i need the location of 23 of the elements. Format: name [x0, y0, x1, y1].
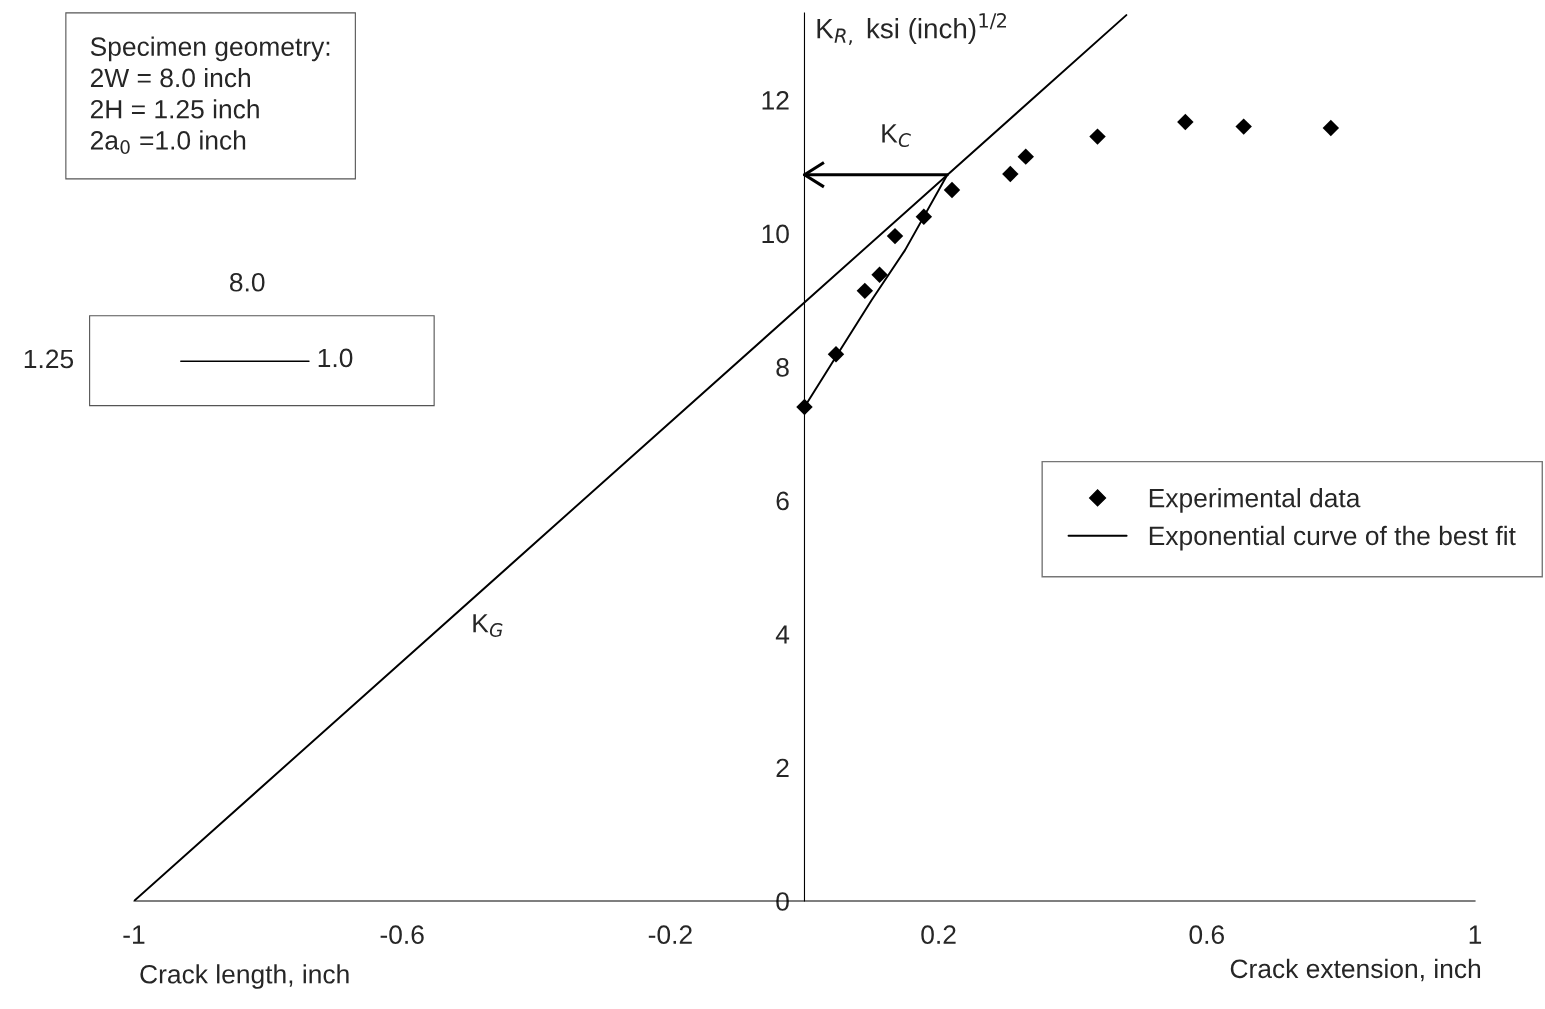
annotation: K$_{G}$ [473, 614, 503, 637]
x-axis-title: Crack extension, inch [1230, 958, 1481, 982]
x-tick-label: -0.6 [380, 925, 424, 945]
text: Crack length, inch [140, 964, 349, 989]
legend-label: Experimental data [1149, 488, 1361, 513]
x-tick-label: 0.6 [1189, 925, 1224, 945]
legend-label: Exponential curve of the best fit [1149, 525, 1516, 551]
y-axis-title: K$_{R,}$ ksi (inch)$^{1/2}$ [817, 13, 1006, 45]
annotation: 8.0 [230, 272, 265, 292]
x-tick-label: -1 [123, 925, 145, 944]
annotation: 1.0 [318, 348, 353, 368]
x-tick-label: -0.2 [648, 925, 692, 945]
y-tick-label: 6 [776, 491, 789, 511]
y-tick-label: 2 [776, 758, 789, 778]
y-tick-label: 12 [762, 91, 789, 110]
y-tick-label: 8 [776, 358, 789, 377]
x-tick-label: 0.2 [921, 925, 956, 945]
annotation: Specimen geometry: 2W = 8.0 inch 2H = 1.25 inch 2a$_{0}$ =1.0 inch [90, 36, 330, 155]
y-tick-label: 10 [762, 224, 789, 244]
text: 1.25 [24, 349, 74, 369]
x-tick-label: 1 [1469, 925, 1482, 944]
ref-line-label: K$_{C}$ [882, 124, 911, 148]
y-tick-label: 4 [775, 625, 790, 644]
